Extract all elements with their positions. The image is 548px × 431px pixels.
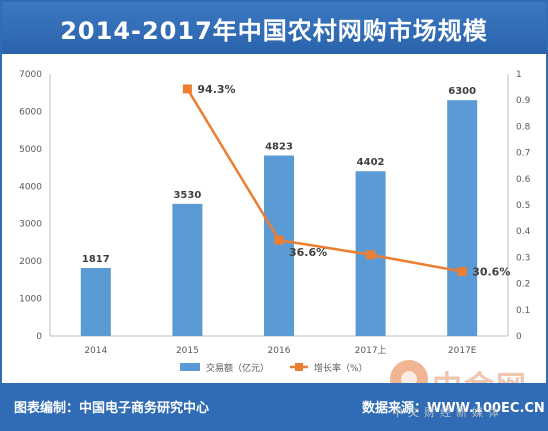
legend-bar-label: 交易额（亿元） xyxy=(206,362,269,374)
bar-value-label: 4402 xyxy=(357,157,385,168)
y-left-tick-label: 5000 xyxy=(19,145,42,155)
y-right-tick-label: 0.7 xyxy=(516,149,530,159)
growth-line xyxy=(186,88,463,273)
x-tick-label: 2016 xyxy=(268,346,291,356)
growth-point xyxy=(366,250,376,260)
x-tick-label: 2015 xyxy=(176,346,199,356)
bar-value-label: 3530 xyxy=(173,190,201,201)
footer-source: 数据来源：WWW.100EC.CN xyxy=(362,401,545,416)
footer-compiler: 图表编制：中国电子商务研究中心 xyxy=(14,401,210,416)
bar-value-label: 4823 xyxy=(265,141,293,152)
y-right-tick-label: 0.2 xyxy=(516,280,530,290)
bar-value-label: 1817 xyxy=(82,254,110,265)
y-right-tick-label: 0.1 xyxy=(516,306,530,316)
growth-point xyxy=(457,267,467,277)
y-left-tick-label: 1000 xyxy=(19,295,42,305)
chart-title: 2014-2017年中国农村网购市场规模 xyxy=(60,16,488,45)
x-tick-label: 2014 xyxy=(84,346,107,356)
y-left-tick-label: 2000 xyxy=(19,257,42,267)
bar xyxy=(264,155,294,336)
y-right-tick-label: 0.8 xyxy=(516,122,531,132)
y-right-tick-label: 0.5 xyxy=(516,201,530,211)
y-right-tick-label: 1 xyxy=(516,70,522,80)
bar xyxy=(447,100,478,336)
legend-line-label: 增长率（%） xyxy=(314,362,368,374)
y-left-tick-label: 6000 xyxy=(19,107,42,117)
y-right-tick-label: 0.6 xyxy=(516,175,531,185)
y-right-tick-label: 0.4 xyxy=(516,227,531,237)
y-left-tick-label: 7000 xyxy=(19,70,42,80)
bar-value-label: 6300 xyxy=(448,86,476,97)
growth-point xyxy=(274,235,284,245)
growth-value-label: 30.6% xyxy=(472,266,510,279)
y-right-tick-label: 0.3 xyxy=(516,253,530,263)
x-tick-label: 2017上 xyxy=(355,345,387,356)
growth-value-label: 36.6% xyxy=(289,246,327,259)
y-left-tick-label: 0 xyxy=(36,332,42,342)
title-bar: 2014-2017年中国农村网购市场规模 xyxy=(2,2,546,54)
growth-value-label: 94.3% xyxy=(197,83,235,96)
y-left-tick-label: 4000 xyxy=(19,182,42,192)
bar xyxy=(172,203,203,336)
y-right-tick-label: 0.9 xyxy=(516,96,531,106)
legend-line-marker xyxy=(295,363,303,371)
x-tick-label: 2017E xyxy=(448,346,477,356)
y-left-tick-label: 3000 xyxy=(19,220,42,230)
y-right-tick-label: 0 xyxy=(516,332,522,342)
bar xyxy=(80,267,111,336)
growth-point xyxy=(182,84,192,94)
legend-bar-swatch xyxy=(180,363,200,371)
footer-bar: 图表编制：中国电子商务研究中心 数据来源：WWW.100EC.CN xyxy=(2,383,546,429)
watermark-tagline: 中文财经新媒体 xyxy=(392,406,504,419)
